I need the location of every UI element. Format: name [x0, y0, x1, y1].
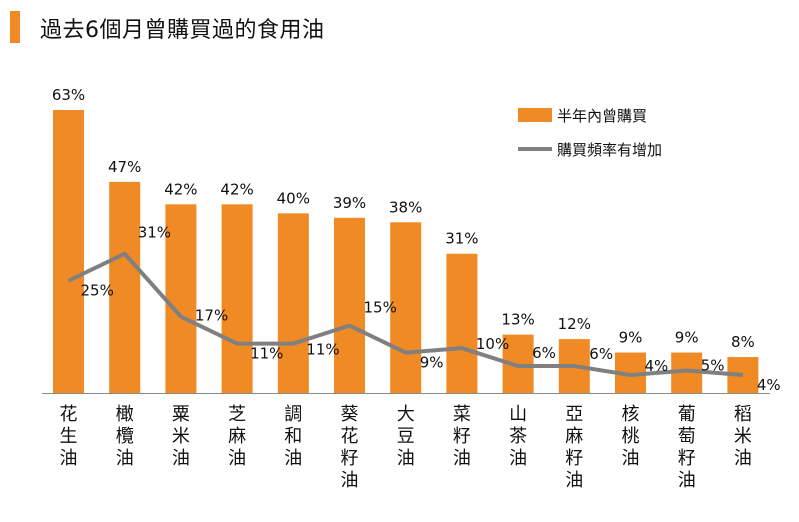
- bar: [277, 213, 309, 393]
- title-accent-bar: [10, 11, 20, 43]
- category-label: 粟米油: [172, 404, 190, 469]
- line-value-label: 17%: [195, 307, 228, 325]
- line-value-label: 10%: [476, 335, 509, 353]
- line-value-label: 15%: [364, 299, 397, 317]
- line-value-label: 6%: [589, 345, 613, 363]
- bar-value-label: 47%: [108, 158, 141, 176]
- line-value-label: 5%: [701, 357, 725, 375]
- category-label: 花生油: [60, 404, 78, 469]
- bar-value-label: 9%: [619, 329, 643, 347]
- category-labels: 花生油 橄欖油 粟米油 芝麻油 調和油 葵花籽油 大豆油 菜籽油 山茶油 亞麻籽油 核桃油 葡萄籽油 稻…: [60, 404, 752, 491]
- bar-value-label: 39%: [333, 194, 366, 212]
- bar-value-label: 63%: [52, 86, 85, 104]
- bar-value-label: 38%: [389, 198, 422, 216]
- bar: [53, 110, 84, 393]
- line-value-label: 9%: [420, 354, 444, 372]
- line-value-label: 11%: [306, 341, 339, 359]
- legend-line-label: 購買頻率有增加: [557, 141, 662, 159]
- bar-value-label: 13%: [501, 311, 534, 329]
- category-label: 芝麻油: [228, 404, 246, 469]
- category-label: 稻米油: [734, 404, 752, 469]
- bar-value-label: 12%: [558, 315, 591, 333]
- bar-value-label: 31%: [445, 230, 478, 248]
- category-label: 菜籽油: [453, 404, 471, 469]
- chart-title: 過去6個月曾購買過的食用油: [40, 18, 325, 43]
- bar-value-label: 42%: [164, 180, 197, 198]
- bar: [446, 253, 478, 393]
- line-series: [67, 251, 744, 378]
- bar-value-label: 9%: [675, 329, 699, 347]
- line-value-label: 6%: [532, 344, 556, 362]
- category-label: 葡萄籽油: [678, 404, 696, 491]
- legend-bar-swatch: [518, 108, 552, 122]
- bar: [334, 217, 365, 393]
- line-value-label: 4%: [757, 376, 781, 394]
- line-value-label: 4%: [645, 357, 669, 375]
- line-value-label: 31%: [138, 224, 171, 242]
- value-labels: 63% 47% 42% 42% 40% 39% 38% 31% 13% 12% 9% 9% 8% 25% 3…: [52, 86, 781, 394]
- category-label: 葵花籽油: [341, 404, 359, 491]
- bar-value-label: 40%: [277, 189, 310, 207]
- bar: [221, 204, 253, 393]
- category-label: 核桃油: [622, 404, 640, 469]
- category-label: 亞麻籽油: [565, 404, 583, 491]
- category-label: 山茶油: [509, 404, 527, 469]
- legend-bar-label: 半年內曾購買: [557, 107, 647, 125]
- category-label: 調和油: [284, 404, 302, 469]
- line-value-label: 25%: [81, 282, 114, 300]
- category-label: 橄欖油: [116, 404, 134, 469]
- bar: [109, 181, 141, 393]
- legend: 半年內曾購買 購買頻率有增加: [518, 107, 662, 159]
- category-label: 大豆油: [397, 404, 415, 469]
- line-value-label: 11%: [250, 345, 283, 363]
- bar: [390, 222, 422, 393]
- bar: [165, 204, 197, 393]
- bar-value-label: 42%: [220, 180, 253, 198]
- bar-value-label: 8%: [731, 333, 755, 351]
